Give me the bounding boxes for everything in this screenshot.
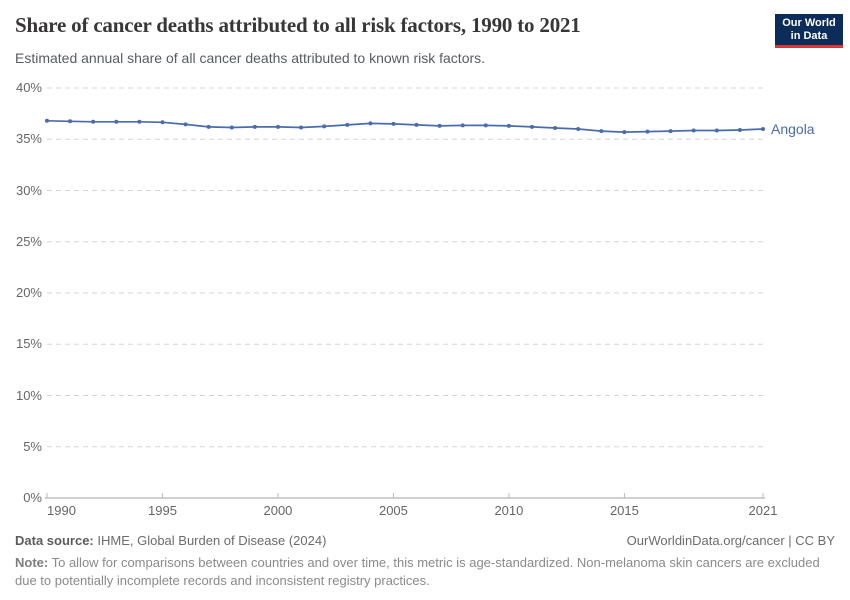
y-axis-label: 5% — [23, 438, 42, 454]
y-axis-label: 40% — [15, 80, 42, 95]
y-axis-label: 15% — [15, 336, 42, 352]
data-source-label: Data source: — [15, 533, 94, 548]
note-block: Note: To allow for comparisons between c… — [15, 554, 833, 589]
data-point[interactable] — [137, 119, 142, 124]
data-point[interactable] — [391, 121, 396, 126]
y-axis-label: 0% — [23, 490, 42, 505]
data-source-text: IHME, Global Burden of Disease (2024) — [93, 533, 327, 548]
data-point[interactable] — [68, 119, 73, 124]
data-point[interactable] — [206, 124, 211, 129]
y-axis-label: 20% — [15, 285, 42, 300]
data-point[interactable] — [91, 119, 96, 124]
data-point[interactable] — [737, 128, 742, 132]
x-axis-label: 2005 — [378, 503, 408, 518]
note-text: To allow for comparisons between countri… — [15, 555, 820, 588]
owid-logo[interactable]: Our World in Data — [775, 14, 843, 48]
chart-subtitle: Estimated annual share of all cancer dea… — [15, 50, 486, 66]
note-label: Note: — [15, 555, 49, 570]
data-point[interactable] — [252, 124, 257, 129]
data-point[interactable] — [299, 125, 304, 130]
data-point[interactable] — [506, 123, 511, 128]
y-axis-label: 30% — [15, 182, 42, 198]
data-point[interactable] — [483, 123, 488, 128]
data-point[interactable] — [160, 120, 165, 125]
data-point[interactable] — [229, 125, 234, 130]
y-axis-label: 35% — [15, 131, 42, 147]
data-point[interactable] — [622, 130, 627, 135]
data-point[interactable] — [576, 127, 581, 131]
data-point[interactable] — [276, 124, 280, 129]
data-point[interactable] — [599, 129, 604, 134]
data-point[interactable] — [345, 122, 350, 127]
data-point[interactable] — [645, 129, 650, 134]
data-point[interactable] — [114, 119, 119, 124]
owid-logo-line2: in Data — [790, 29, 828, 42]
footer-row: Data source: IHME, Global Burden of Dise… — [15, 532, 835, 549]
x-axis-label: 1990 — [47, 503, 76, 518]
x-axis-label: 1995 — [148, 503, 177, 518]
data-point[interactable] — [460, 123, 465, 128]
chart-title: Share of cancer deaths attributed to all… — [15, 13, 581, 37]
y-axis-label: 25% — [15, 233, 42, 249]
series-label-angola[interactable]: Angola — [771, 121, 815, 137]
data-point[interactable] — [714, 128, 719, 133]
data-point[interactable] — [668, 129, 673, 134]
x-axis-label: 2010 — [494, 503, 524, 518]
data-point[interactable] — [691, 128, 696, 133]
data-point[interactable] — [183, 122, 188, 127]
data-point[interactable] — [437, 123, 442, 128]
data-point[interactable] — [530, 124, 534, 129]
license-link[interactable]: OurWorldinData.org/cancer | CC BY — [626, 533, 835, 548]
data-point[interactable] — [322, 124, 327, 129]
x-axis-label: 2000 — [263, 503, 293, 518]
data-point[interactable] — [414, 122, 419, 127]
data-source-line: Data source: IHME, Global Burden of Dise… — [15, 532, 326, 549]
angola-line[interactable] — [46, 119, 764, 133]
x-axis-label: 2015 — [609, 503, 639, 518]
data-point[interactable] — [368, 121, 373, 126]
data-point[interactable] — [761, 127, 765, 131]
owid-logo-line1: Our World — [782, 17, 836, 29]
x-axis-label: 2021 — [748, 503, 778, 518]
data-point[interactable] — [553, 126, 558, 130]
y-axis-label: 10% — [15, 387, 42, 403]
data-point[interactable] — [45, 118, 49, 123]
